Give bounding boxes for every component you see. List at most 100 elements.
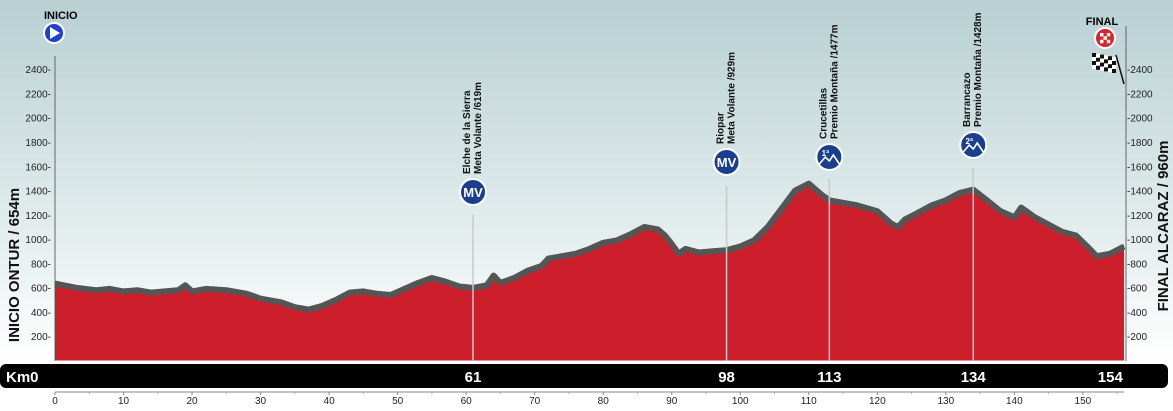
- bottom-tick-label: 100: [732, 396, 749, 406]
- point-name: Elche de la Sierra: [462, 90, 473, 174]
- start-play-triangle: [50, 27, 60, 39]
- left-y-tick-label: 1200-: [25, 211, 51, 222]
- right-y-tick-label: -1000: [1127, 235, 1153, 246]
- right-y-tick-label: -400: [1127, 308, 1147, 319]
- point-detail: Meta Volante /619m: [473, 82, 484, 174]
- checkered-flag-cell: [1092, 61, 1096, 65]
- checkered-flag-cell: [1112, 69, 1116, 73]
- bottom-tick-label: 150: [1075, 396, 1092, 406]
- sprint-icon-label: MV: [717, 155, 737, 170]
- right-y-tick-label: -1400: [1127, 187, 1153, 198]
- checkered-flag-cell: [1096, 61, 1100, 66]
- checkered-flag-cell: [1092, 53, 1096, 57]
- right-y-tick-label: -600: [1127, 284, 1147, 295]
- right-y-tick-label: -2000: [1127, 114, 1153, 125]
- checkered-flag-cell: [1104, 59, 1108, 64]
- right-y-tick-label: -1600: [1127, 162, 1153, 173]
- checkered-flag-cell: [1112, 57, 1116, 61]
- left-y-tick-label: 800-: [31, 259, 51, 270]
- left-y-tick-label: 1000-: [25, 235, 51, 246]
- left-y-tick-label: 1400-: [25, 187, 51, 198]
- bar-km-label: 113: [817, 369, 841, 386]
- sprint-icon-label: MV: [463, 185, 483, 200]
- left-y-tick-label: 2400-: [25, 65, 51, 76]
- sprint-icon: [459, 178, 488, 206]
- point-name: Crucetillas: [818, 87, 829, 139]
- checkered-flag-pole: [1115, 54, 1125, 85]
- right-y-tick-label: -1800: [1127, 138, 1153, 149]
- bottom-tick-label: 110: [801, 396, 817, 406]
- profile-edge-line: [54, 180, 1126, 313]
- bottom-tick-label: 80: [598, 396, 610, 406]
- finish-icon-check: [1100, 33, 1104, 37]
- bar-km-label: 98: [718, 369, 735, 386]
- climb-category-label: 2ª: [966, 137, 973, 146]
- checkered-flag-cell: [1100, 58, 1104, 63]
- bottom-tick-label: 0: [52, 396, 58, 406]
- bottom-tick-label: 90: [666, 396, 678, 406]
- bottom-tick-label: 30: [255, 396, 267, 406]
- start-label: INICIO: [44, 10, 78, 22]
- left-y-tick-label: 2200-: [25, 89, 51, 100]
- left-y-tick-label: 2000-: [25, 114, 51, 125]
- point-name: Riopar: [716, 112, 727, 144]
- point-detail: Premio Montaña /1477m: [829, 24, 840, 139]
- mountain-peaks-glyph: [962, 141, 984, 153]
- bottom-tick-label: 10: [118, 396, 130, 406]
- point-detail: Meta Volante /929m: [727, 52, 738, 144]
- right-y-tick-label: -2400: [1127, 65, 1153, 76]
- right-y-tick-label: -1200: [1127, 211, 1153, 222]
- bottom-tick-label: 20: [186, 396, 198, 406]
- left-y-tick-label: 1600-: [25, 162, 51, 173]
- checkered-flag-cell: [1096, 53, 1100, 58]
- checkered-flag-cell: [1104, 63, 1108, 68]
- climb-category-label: 1ª: [822, 149, 829, 158]
- checkered-flag-cell: [1112, 61, 1116, 65]
- point-name: Barrancazo: [962, 73, 973, 127]
- checkered-flag-cell: [1092, 57, 1096, 61]
- mountain-peaks-glyph: [818, 153, 841, 165]
- checkered-flag-cell: [1108, 64, 1112, 69]
- checkered-flag-cell: [1108, 56, 1112, 61]
- left-y-tick-label: 600-: [31, 284, 51, 295]
- checkered-flag-cell: [1112, 65, 1116, 69]
- bottom-tick-label: 140: [1006, 396, 1023, 406]
- point-detail: Premio Montaña /1428m: [973, 12, 984, 127]
- checkered-flag-cell: [1108, 68, 1112, 73]
- distance-bar: [0, 364, 1168, 388]
- checkered-flag-cell: [1100, 62, 1104, 67]
- bottom-tick-label: 60: [461, 396, 473, 406]
- finish-icon-check: [1106, 39, 1111, 44]
- bottom-tick-label: 50: [392, 396, 404, 406]
- finish-icon-check: [1103, 36, 1107, 40]
- bottom-tick-label: 70: [529, 396, 541, 406]
- right-y-tick-label: -800: [1127, 259, 1147, 270]
- left-y-tick-label: 400-: [31, 308, 51, 319]
- finish-icon-check: [1106, 33, 1111, 37]
- bottom-tick-label: 120: [869, 396, 886, 406]
- checkered-flag-cell: [1092, 65, 1096, 69]
- checkered-flag-cell: [1100, 66, 1104, 71]
- right-y-tick-label: -200: [1127, 332, 1147, 343]
- checkered-flag-cell: [1104, 55, 1108, 60]
- mountain-icon: [959, 131, 988, 159]
- right-y-tick-label: -2200: [1127, 89, 1153, 100]
- left-y-tick-label: 200-: [31, 332, 51, 343]
- checkered-flag-cell: [1096, 65, 1100, 70]
- finish-icon-check: [1100, 39, 1104, 44]
- checkered-flag-cell: [1108, 60, 1112, 65]
- right-axis-label: FINAL ALCARAZ / 960m: [1155, 141, 1172, 312]
- bar-km-label: 61: [465, 369, 482, 386]
- profile-area: [55, 181, 1124, 361]
- checkered-flag-cell: [1104, 67, 1108, 72]
- bottom-tick-label: 130: [937, 396, 954, 406]
- sprint-icon: [712, 148, 741, 176]
- finish-label: FINAL: [1086, 16, 1119, 28]
- checkered-flag-cell: [1096, 57, 1100, 62]
- left-y-tick-label: 1800-: [25, 138, 51, 149]
- bar-start-label: Km0: [6, 369, 39, 386]
- bottom-tick-label: 40: [324, 396, 336, 406]
- mountain-icon: [815, 143, 844, 171]
